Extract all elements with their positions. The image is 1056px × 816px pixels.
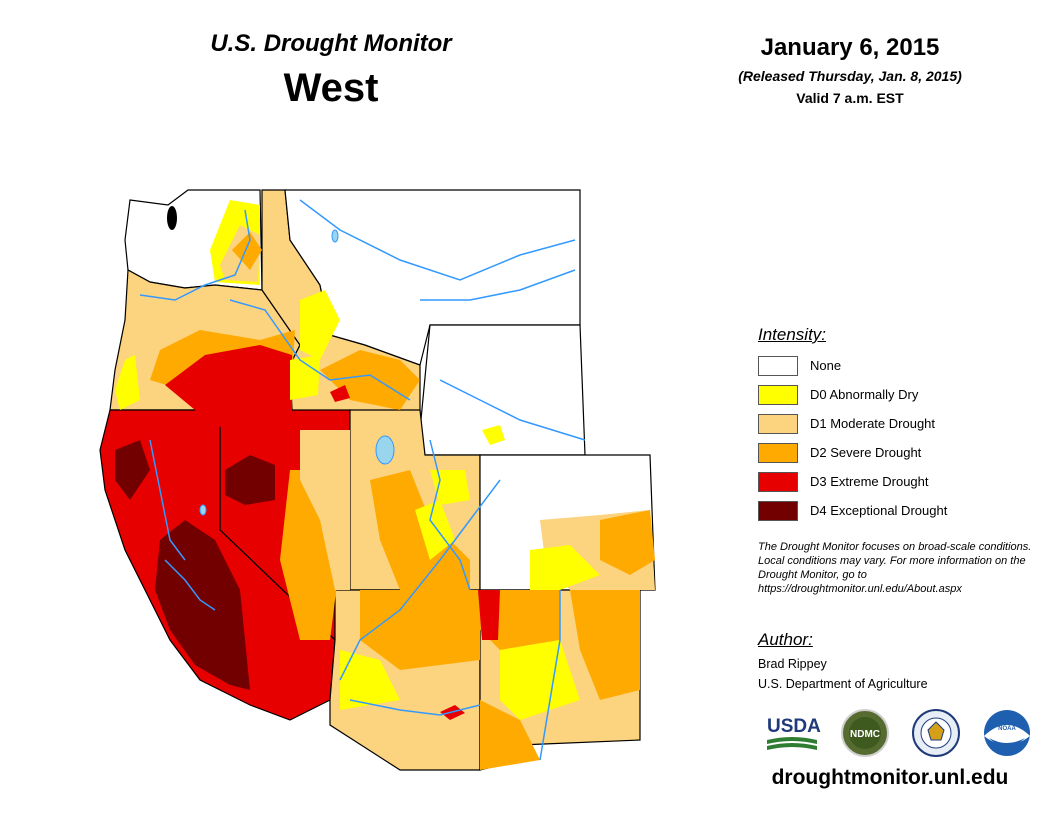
- drought-map: [99, 189, 656, 771]
- d3-id-spot: [330, 385, 350, 402]
- d0-az: [340, 650, 400, 710]
- d2-ut-south: [370, 470, 470, 590]
- legend-swatch: [758, 501, 798, 521]
- d0-id-south: [290, 355, 320, 400]
- author-organization: U.S. Department of Agriculture: [758, 677, 928, 691]
- d3-or-se: [165, 345, 292, 430]
- doc-seal: [912, 709, 960, 757]
- d2-co-east: [600, 510, 655, 575]
- legend-label: D4 Exceptional Drought: [810, 503, 948, 518]
- d0-co-south: [530, 545, 600, 590]
- website-link[interactable]: droughtmonitor.unl.edu: [771, 766, 1009, 789]
- lakes: [167, 206, 395, 516]
- legend-swatch: [758, 472, 798, 492]
- water-features: [139, 199, 586, 761]
- region-title: West: [283, 66, 379, 110]
- river-missouri: [299, 199, 576, 281]
- monitor-title: U.S. Drought Monitor: [210, 30, 452, 57]
- great-salt-lake: [375, 435, 395, 465]
- legend-label: D0 Abnormally Dry: [810, 387, 919, 402]
- river-sacramento: [149, 439, 186, 561]
- legend-label: None: [810, 358, 842, 373]
- d4-nv-center: [225, 455, 275, 505]
- puget-sound: [167, 206, 177, 230]
- d1-nv-east: [300, 430, 350, 590]
- legend-swatch: [758, 443, 798, 463]
- d4-ca-south: [155, 520, 250, 690]
- river-rio-grande: [539, 590, 561, 761]
- legend-swatch: [758, 385, 798, 405]
- legend-swatch: [758, 414, 798, 434]
- river-snake: [229, 299, 411, 401]
- legend-label: D3 Extreme Drought: [810, 474, 929, 489]
- partner-logos: USDA NDMC NOAA: [767, 709, 1030, 757]
- d2-nm-north: [480, 590, 560, 650]
- state-montana: [284, 189, 581, 366]
- d2-az: [360, 590, 480, 670]
- river-yellowstone: [420, 269, 576, 301]
- release-date: (Released Thursday, Jan. 8, 2015): [738, 68, 962, 84]
- author-heading: Author:: [758, 630, 813, 649]
- d0-or-coast: [115, 355, 140, 410]
- river-colorado: [339, 479, 501, 681]
- drought-overlays: [115, 200, 655, 770]
- noaa-logo: NOAA: [984, 710, 1030, 756]
- river-columbia: [139, 209, 251, 301]
- legend-swatch: [758, 356, 798, 376]
- usda-logo-text: USDA: [767, 716, 821, 737]
- d2-wa-center: [232, 232, 262, 270]
- author-name: Brad Rippey: [758, 657, 827, 671]
- disclaimer-note: The Drought Monitor focuses on broad-sca…: [758, 541, 1032, 595]
- noaa-logo-text: NOAA: [998, 726, 1016, 732]
- river-platte: [439, 379, 586, 441]
- ndmc-logo-text: NDMC: [850, 729, 880, 740]
- d0-id-north: [300, 290, 340, 360]
- flathead-lake: [331, 229, 339, 243]
- legend-label: D2 Severe Drought: [810, 445, 922, 460]
- lake-tahoe: [199, 504, 207, 516]
- d2-nm-east: [570, 590, 640, 700]
- legend-label: D1 Moderate Drought: [810, 416, 936, 431]
- ndmc-logo: NDMC: [841, 709, 889, 757]
- map-date: January 6, 2015: [760, 34, 940, 61]
- d2-nm-south: [480, 700, 540, 770]
- d0-wy-spot: [482, 425, 505, 445]
- usda-logo: USDA: [767, 716, 821, 750]
- d0-ut: [415, 500, 455, 560]
- d3-nm-north: [478, 590, 500, 640]
- valid-time: Valid 7 a.m. EST: [796, 90, 904, 106]
- d0-nm-central: [500, 640, 580, 720]
- d4-ca-north: [115, 440, 150, 500]
- river-san-joaquin: [164, 559, 216, 611]
- river-gila: [349, 699, 481, 716]
- legend-title: Intensity:: [758, 325, 827, 344]
- river-green: [429, 439, 471, 591]
